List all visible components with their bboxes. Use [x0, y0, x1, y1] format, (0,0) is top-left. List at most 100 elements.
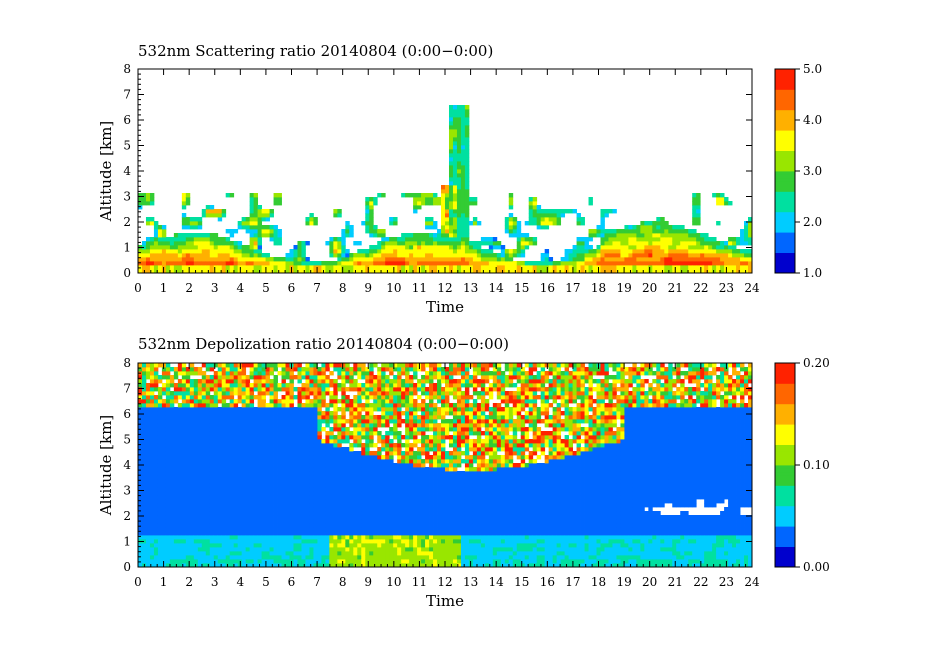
heatmap-cell — [141, 547, 147, 552]
heatmap-cell — [161, 555, 167, 560]
heatmap-cell — [285, 551, 290, 556]
heatmap-cell — [138, 523, 143, 528]
heatmap-cell — [413, 197, 418, 202]
heatmap-cell — [456, 117, 462, 122]
heatmap-cell — [472, 249, 478, 254]
heatmap-cell — [165, 261, 171, 266]
heatmap-cell — [464, 129, 470, 134]
heatmap-cell — [177, 257, 183, 262]
heatmap-cell — [185, 459, 191, 464]
heatmap-cell — [349, 367, 354, 372]
heatmap-cell — [616, 257, 621, 262]
heatmap-cell — [592, 249, 597, 254]
heatmap-cell — [345, 503, 350, 508]
heatmap-cell — [361, 427, 366, 432]
heatmap-cell — [153, 495, 159, 500]
heatmap-cell — [249, 269, 255, 274]
heatmap-cell — [269, 535, 274, 540]
heatmap-cell — [365, 463, 370, 468]
colorbar-segment — [775, 269, 795, 274]
heatmap-cell — [333, 439, 338, 444]
heatmap-cell — [157, 237, 163, 242]
heatmap-cell — [660, 237, 665, 242]
heatmap-cell — [217, 399, 223, 404]
heatmap-cell — [213, 459, 219, 464]
heatmap-cell — [281, 257, 286, 262]
heatmap-cell — [261, 423, 266, 428]
heatmap-cell — [209, 539, 215, 544]
heatmap-cell — [249, 225, 255, 230]
heatmap-cell — [377, 253, 382, 258]
heatmap-cell — [636, 225, 641, 230]
heatmap-cell — [241, 495, 247, 500]
heatmap-cell — [233, 229, 239, 234]
heatmap-cell — [708, 249, 713, 254]
heatmap-cell — [325, 563, 330, 568]
heatmap-cell — [253, 507, 259, 512]
heatmap-cell — [301, 503, 306, 508]
heatmap-cell — [448, 121, 454, 126]
heatmap-cell — [257, 427, 262, 432]
heatmap-cell — [421, 201, 426, 206]
heatmap-cell — [488, 257, 494, 262]
heatmap-cell — [624, 261, 629, 266]
heatmap-cell — [138, 419, 143, 424]
heatmap-cell — [269, 467, 274, 472]
panel-title: 532nm Depolization ratio 20140804 (0:00−… — [138, 335, 509, 353]
heatmap-cell — [369, 559, 374, 564]
heatmap-cell — [149, 431, 155, 436]
heatmap-cell — [229, 443, 235, 448]
heatmap-cell — [468, 269, 474, 274]
heatmap-cell — [209, 415, 215, 420]
heatmap-cell — [297, 463, 302, 468]
heatmap-cell — [401, 241, 406, 246]
heatmap-cell — [261, 383, 266, 388]
heatmap-cell — [261, 447, 266, 452]
heatmap-cell — [353, 451, 358, 456]
heatmap-cell — [209, 515, 215, 520]
heatmap-cell — [237, 479, 243, 484]
heatmap-cell — [173, 435, 179, 440]
heatmap-cell — [373, 253, 378, 258]
heatmap-cell — [365, 431, 370, 436]
heatmap-cell — [149, 447, 155, 452]
heatmap-cell — [253, 539, 259, 544]
heatmap-cell — [373, 249, 378, 254]
heatmap-cell — [229, 387, 235, 392]
heatmap-cell — [145, 237, 151, 242]
heatmap-cell — [361, 261, 366, 266]
heatmap-cell — [265, 491, 270, 496]
heatmap-cell — [341, 519, 346, 524]
y-tick-label: 5 — [123, 139, 131, 153]
heatmap-cell — [337, 503, 342, 508]
heatmap-cell — [365, 427, 370, 432]
heatmap-cell — [365, 411, 370, 416]
heatmap-cell — [149, 367, 155, 372]
heatmap-cell — [464, 209, 470, 214]
heatmap-cell — [632, 249, 637, 254]
heatmap-cell — [488, 253, 494, 258]
heatmap-cell — [309, 559, 314, 564]
heatmap-cell — [692, 257, 697, 262]
heatmap-cell — [257, 375, 262, 380]
heatmap-cell — [672, 225, 677, 230]
heatmap-cell — [353, 491, 358, 496]
heatmap-cell — [640, 221, 645, 226]
heatmap-cell — [161, 229, 167, 234]
heatmap-cell — [265, 483, 270, 488]
heatmap-cell — [209, 507, 215, 512]
heatmap-cell — [149, 439, 155, 444]
heatmap-cell — [209, 367, 215, 372]
heatmap-cell — [253, 217, 259, 222]
heatmap-cell — [233, 375, 239, 380]
heatmap-cell — [600, 253, 605, 258]
heatmap-cell — [636, 233, 641, 238]
heatmap-cell — [249, 265, 255, 270]
heatmap-cell — [185, 547, 191, 552]
heatmap-cell — [141, 503, 147, 508]
heatmap-cell — [381, 233, 386, 238]
heatmap-cell — [181, 391, 187, 396]
heatmap-cell — [193, 391, 199, 396]
heatmap-cell — [293, 479, 298, 484]
